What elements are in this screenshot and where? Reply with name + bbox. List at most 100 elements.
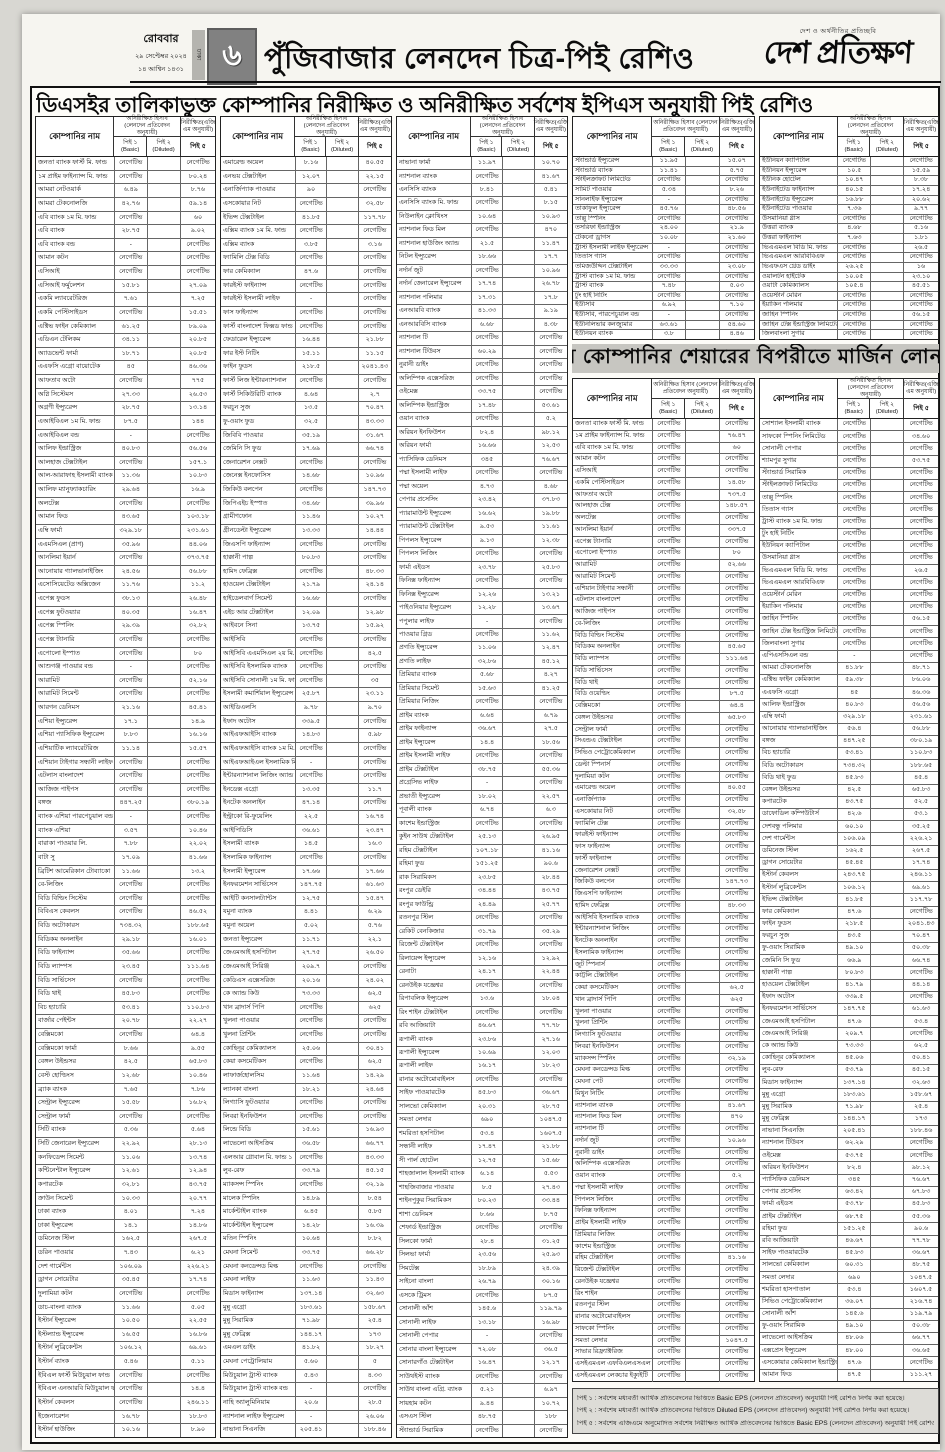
pe1-value: ২১.১৬ xyxy=(115,702,148,715)
company-name: নুরানী ডাইং xyxy=(573,1147,653,1159)
pe1-value: ৪৭.৬ xyxy=(838,1357,872,1369)
pe1-value: ১২.২৬ xyxy=(472,588,504,601)
table-row: খুলনা প্রিন্টিং নেগেটিভ নেগেটিভ xyxy=(573,1018,754,1030)
table-row: আরগন ডেনিমস ২১.১৬ ৪৫.৪১ xyxy=(36,702,215,716)
pe5-value: ৮.১৫ xyxy=(543,199,558,207)
pe5-value: ১৬ xyxy=(916,262,926,270)
company-name: খুলনা পাওয়ার xyxy=(573,1006,653,1018)
company-name: ফার ইস্ট নিটিং xyxy=(221,347,296,361)
pe5-value: ১৫৮.৬৭ xyxy=(909,1090,933,1098)
pe2-value xyxy=(503,1357,535,1370)
pe2-value xyxy=(686,291,720,301)
pe1-value: নেগেটিভ xyxy=(838,638,872,650)
pe2-value xyxy=(327,1260,359,1274)
col-unaudited: অনিরীক্ষিত হিসাব (লেনদেন প্রতিবেদন অনুযা… xyxy=(652,379,720,418)
company-name: সাভার রিফ্র্যাক্টরিজ xyxy=(573,1347,653,1358)
pe2-value xyxy=(686,665,720,677)
company-name: ব্রিটিশ আমেরিকান টোব্যাকো xyxy=(36,865,115,879)
pe5-value: ৪৮.৫৬ xyxy=(727,205,746,213)
table-row: সামিট পাওয়ার ৫.৩৪ ৮.২৬ xyxy=(573,185,754,196)
pe5-value: নেগেটিভ xyxy=(363,744,387,752)
table-row: শেফার্ড ইন্ডাস্ট্রিজ নেগেটিভ নেগেটিভ xyxy=(397,1222,567,1236)
company-name: আশুগঞ্জ পাওয়ার বন্ড xyxy=(36,661,115,674)
date-gregorian: ২৯ সেপ্টেম্বর ২০২৪ xyxy=(135,53,187,60)
pe1-value: ১৬.৭৮ xyxy=(115,1410,148,1424)
pe5-value: ৬.২১ xyxy=(190,1249,206,1257)
table-row: কেডিএস এক্সেসরিজ ২০.১৬ ২৪.০২ xyxy=(221,974,391,989)
company-name: মিডাস ফাইন্যান্স xyxy=(760,1077,839,1089)
pe1-value: নেগেটিভ xyxy=(115,770,148,783)
pe2-value xyxy=(503,831,535,844)
pe2-value xyxy=(148,865,181,879)
pe1-value: ৩৩.৭৫ xyxy=(472,386,504,399)
company-name: আজিজ পাইপস xyxy=(573,607,653,618)
pe5-value: ২২.২৭ xyxy=(188,1017,208,1025)
pe2-value xyxy=(148,1110,181,1124)
pe5-value: ২৬.৫৩ xyxy=(188,390,208,398)
table-row: পেপার প্রসেসিং ৬৩.৪২ ৬৭.৮৩ xyxy=(760,1186,938,1199)
pe5-value: ১৮.৫৬ xyxy=(541,738,560,746)
pe5-value: ৪৩.৩৩ xyxy=(365,1153,385,1161)
company-name: কপারটেক xyxy=(760,796,839,808)
pe1-value: ১৬.৪৭ xyxy=(472,1357,504,1370)
pe5-value: ২২.১৫ xyxy=(365,172,385,180)
pe5-value: ৪১.১৬ xyxy=(541,846,560,854)
pe2-value xyxy=(503,399,535,413)
pe1-value: ১০.০৫ xyxy=(838,272,872,282)
pe1-value: ১৭.৪৮ xyxy=(472,399,504,413)
pe5-value: নেগেটিভ xyxy=(363,377,387,385)
pe5-value: ৬২.৫ xyxy=(729,984,744,992)
pe1-value: ৩৬.৫৮ xyxy=(296,1138,328,1151)
pe5-value: ৮.৭৫ xyxy=(543,1210,558,1218)
table-row: সোনালী পেপার নেগেটিভ নেগেটিভ xyxy=(760,443,938,456)
pe1-value: নেগেটিভ xyxy=(472,548,504,561)
pe5-value: ৪.৩৮ xyxy=(543,320,558,328)
pe1-value: ৩৩.৭৫ xyxy=(296,1247,328,1260)
company-name: ট্রাস্ট ইসলামী লাইফ ইন্স্যুরেন্স xyxy=(573,243,653,253)
pe5-value: ৪৬.৩৬ xyxy=(911,688,931,696)
pe1-value: ১৮.৬৬ xyxy=(472,251,504,264)
table-row: সাইফ পাওয়ারটেক ৪৫.৮৩ ৩৬.৬৭ xyxy=(397,1087,567,1101)
pe5-value: নেগেটিভ xyxy=(539,819,563,827)
pe1-value: - xyxy=(472,615,504,628)
pe2-value xyxy=(686,1253,720,1264)
pe1-value: নেগেটিভ xyxy=(296,647,328,661)
pe5-value: ৪২.৫ xyxy=(367,649,382,657)
pe1-value: ৮.৪১ xyxy=(472,183,504,197)
pe5-value: ২.৭ xyxy=(369,390,380,398)
pe5-value: নেগেটিভ xyxy=(725,678,749,686)
pe5-value: নেগেটিভ xyxy=(725,631,749,639)
company-name: বিডি ফাইন্যান্স xyxy=(36,947,115,960)
pe5-value: ৪১.৬৬ xyxy=(188,853,208,861)
pe5-value: ৫৩.৭৫ xyxy=(911,456,931,464)
pe5-value: ১২.৯২ xyxy=(541,954,561,962)
pe2-value xyxy=(327,347,359,361)
pe1-value: নেগেটিভ xyxy=(115,879,148,892)
pe5-value: ২৪৬.১১ xyxy=(186,1398,210,1406)
pe2-value xyxy=(148,960,181,974)
pe1-value: ৪১.৮২ xyxy=(296,1342,328,1355)
pe2-value xyxy=(503,615,535,628)
table-row: ম্যাকসন্স স্পিনিং নেগেটিভ ৩২.১৯ xyxy=(573,1053,754,1066)
pe1-value: নেগেটিভ xyxy=(115,1110,148,1124)
pe5-value: ৩৫.২৯ xyxy=(541,927,561,935)
company-name: প্যারামাউন্ট টেক্সটাইল xyxy=(397,521,472,534)
pe5-value: নেগেটিভ xyxy=(725,1219,749,1227)
company-name: বিডি ল্যাম্পস xyxy=(573,654,653,665)
pe5-value: নেগেটিভ xyxy=(725,1160,749,1168)
company-name: অরিয়ন ফার্মা xyxy=(397,440,472,453)
pe5-value: ১৬.৯ xyxy=(190,486,206,494)
company-name: স্ট্যান্ডার্ড সিরামিক xyxy=(760,467,839,479)
pe1-value: ৬.৯২ xyxy=(653,301,687,310)
pe1-value: ১০৬.০৯ xyxy=(115,1260,148,1274)
pe5-value: নেগেটিভ xyxy=(186,990,210,998)
pe5-value: নেগেটিভ xyxy=(363,295,387,303)
pe1-value: ৬৩.৪২ xyxy=(838,1186,872,1198)
pe2-value xyxy=(686,583,720,595)
pe1-value: নেগেটিভ xyxy=(653,924,687,935)
pe2-value xyxy=(148,225,181,238)
table-header: কোম্পানির নাম অনিরীক্ষিত হিসাব (লেনদেন প্… xyxy=(760,378,938,419)
pe1-value: নেগেটিভ xyxy=(653,1229,687,1241)
table-row: বিডি ল্যাম্পস ২৩.৪৫ ১১১.৬৪ xyxy=(36,960,215,975)
pe5-value: নেগেটিভ xyxy=(725,737,749,745)
